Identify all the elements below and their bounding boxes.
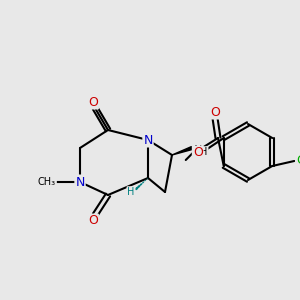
- Text: N: N: [143, 134, 153, 146]
- Text: N: N: [75, 176, 85, 188]
- Text: Cl: Cl: [296, 154, 300, 167]
- Text: H: H: [127, 187, 135, 197]
- Text: O: O: [88, 95, 98, 109]
- Text: H: H: [200, 147, 208, 157]
- Text: CH₃: CH₃: [38, 177, 56, 187]
- Text: O: O: [193, 146, 203, 160]
- Text: O: O: [88, 214, 98, 227]
- Text: O: O: [210, 106, 220, 118]
- Polygon shape: [172, 147, 193, 155]
- Text: N: N: [194, 145, 202, 155]
